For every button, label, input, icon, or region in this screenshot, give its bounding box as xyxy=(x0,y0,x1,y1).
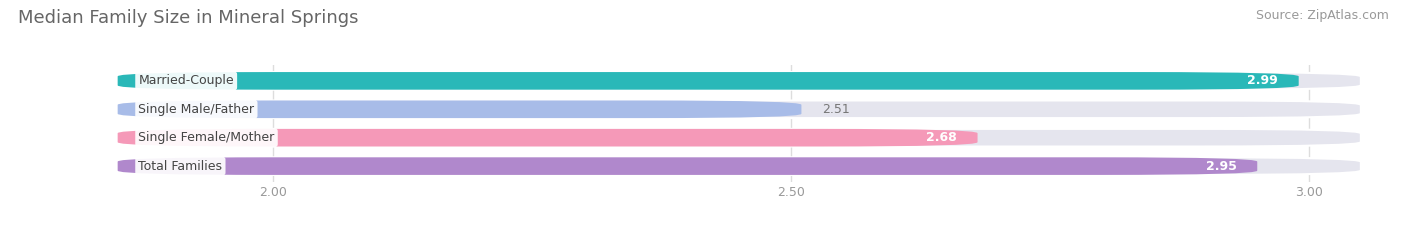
Text: 2.51: 2.51 xyxy=(823,103,849,116)
Text: Married-Couple: Married-Couple xyxy=(138,74,233,87)
FancyBboxPatch shape xyxy=(118,157,1361,175)
FancyBboxPatch shape xyxy=(118,157,1257,175)
Text: Single Female/Mother: Single Female/Mother xyxy=(138,131,274,144)
Text: 2.99: 2.99 xyxy=(1247,74,1278,87)
FancyBboxPatch shape xyxy=(118,100,1361,118)
Text: Median Family Size in Mineral Springs: Median Family Size in Mineral Springs xyxy=(18,9,359,27)
FancyBboxPatch shape xyxy=(118,129,977,147)
FancyBboxPatch shape xyxy=(118,129,1361,147)
Text: Total Families: Total Families xyxy=(138,160,222,173)
Text: Single Male/Father: Single Male/Father xyxy=(138,103,254,116)
Text: 2.95: 2.95 xyxy=(1206,160,1236,173)
FancyBboxPatch shape xyxy=(118,72,1361,90)
Text: 2.68: 2.68 xyxy=(927,131,957,144)
FancyBboxPatch shape xyxy=(118,100,801,118)
FancyBboxPatch shape xyxy=(118,72,1299,90)
Text: Source: ZipAtlas.com: Source: ZipAtlas.com xyxy=(1256,9,1389,22)
